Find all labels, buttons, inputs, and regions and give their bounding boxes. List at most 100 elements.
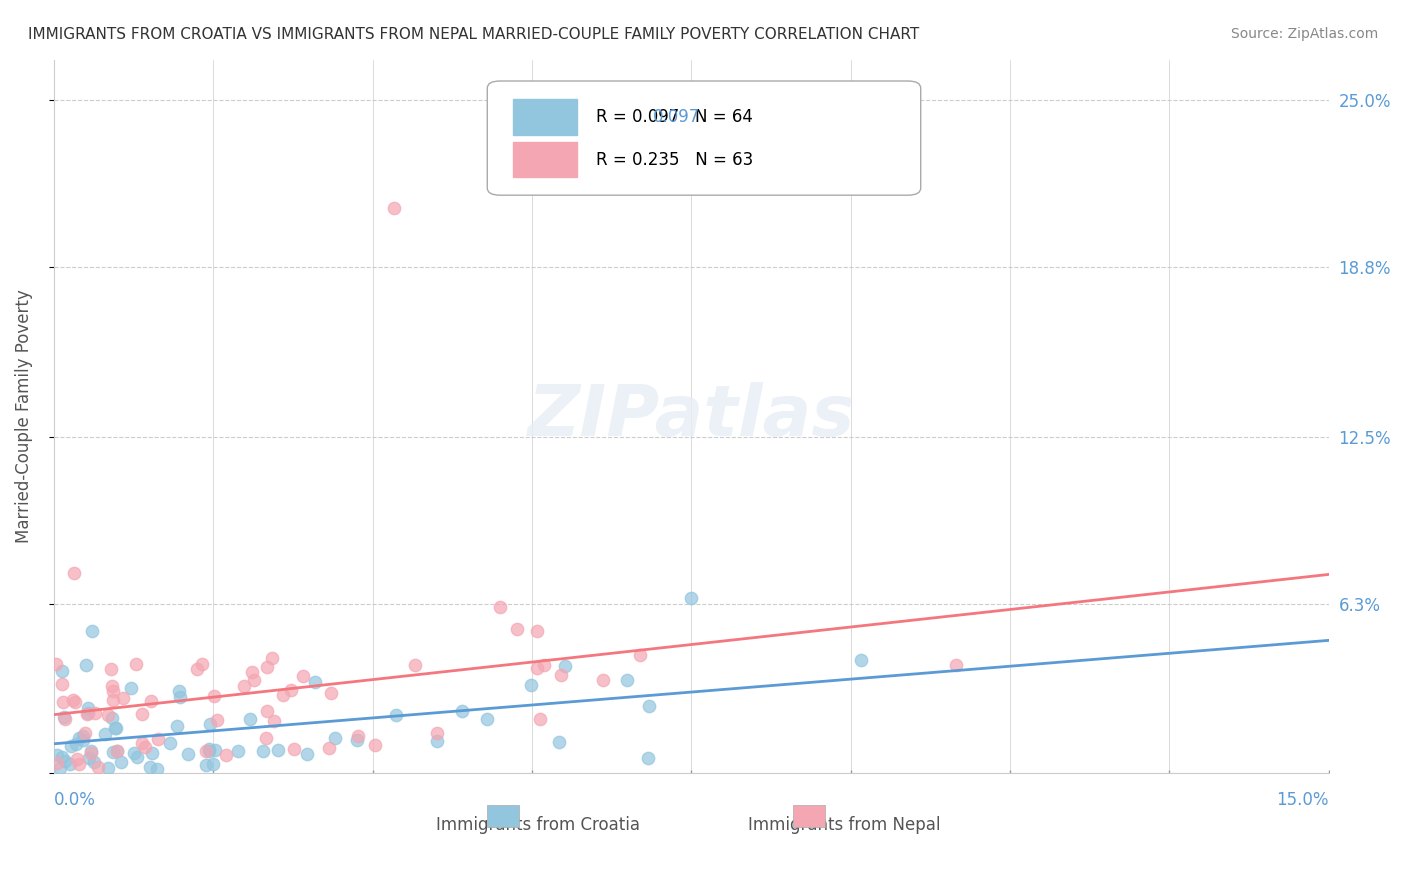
Point <box>104 721 127 735</box>
Point <box>51 677 73 691</box>
Point <box>80 746 103 760</box>
Point <box>364 738 387 752</box>
Point <box>526 624 548 639</box>
Point <box>105 743 128 757</box>
Text: 0.0%: 0.0% <box>53 791 96 809</box>
Point <box>638 698 661 713</box>
Point <box>93 727 115 741</box>
Text: R = 0.235   N = 63: R = 0.235 N = 63 <box>596 151 752 169</box>
Point <box>177 747 200 761</box>
Point <box>426 726 449 740</box>
Point <box>426 734 449 748</box>
Point <box>63 695 86 709</box>
Point <box>202 689 225 703</box>
Text: IMMIGRANTS FROM CROATIA VS IMMIGRANTS FROM NEPAL MARRIED-COUPLE FAMILY POVERTY C: IMMIGRANTS FROM CROATIA VS IMMIGRANTS FR… <box>28 27 920 42</box>
Point <box>319 686 342 700</box>
Point <box>215 747 238 762</box>
Point <box>75 658 97 673</box>
Point <box>125 657 148 671</box>
Point <box>134 739 156 754</box>
Point <box>122 746 145 760</box>
Point <box>49 761 72 775</box>
Y-axis label: Married-Couple Family Poverty: Married-Couple Family Poverty <box>15 290 32 543</box>
Text: ZIPatlas: ZIPatlas <box>527 382 855 450</box>
Point <box>141 746 163 760</box>
Text: R = 0.097   N = 64: R = 0.097 N = 64 <box>596 108 752 126</box>
Point <box>195 744 218 758</box>
Point <box>297 747 319 762</box>
FancyBboxPatch shape <box>488 81 921 195</box>
Point <box>101 711 124 725</box>
Point <box>139 760 162 774</box>
Point <box>347 730 370 744</box>
Bar <box>488 805 519 827</box>
Point <box>77 751 100 765</box>
Point <box>46 756 69 770</box>
Point <box>198 717 221 731</box>
Point <box>292 669 315 683</box>
Point <box>166 719 188 733</box>
Point <box>204 743 226 757</box>
Point <box>195 757 218 772</box>
Point <box>159 736 181 750</box>
Point <box>80 743 103 757</box>
Point <box>242 673 264 687</box>
Point <box>252 744 274 758</box>
Point <box>72 732 94 747</box>
Text: 0.097: 0.097 <box>652 108 700 126</box>
Point <box>80 624 103 639</box>
Point <box>280 682 302 697</box>
Point <box>197 744 219 758</box>
Point <box>167 684 190 698</box>
Point <box>266 743 288 757</box>
Point <box>72 729 94 743</box>
Point <box>46 748 69 763</box>
Point <box>945 657 967 672</box>
Point <box>256 704 278 718</box>
Point <box>101 692 124 706</box>
Point <box>228 744 250 758</box>
Point <box>304 675 326 690</box>
Point <box>65 737 87 751</box>
Point <box>186 662 208 676</box>
Point <box>67 731 90 745</box>
Point <box>112 690 135 705</box>
Point <box>519 678 541 692</box>
Point <box>283 742 305 756</box>
Point <box>120 681 142 696</box>
Point <box>77 706 100 720</box>
Point <box>131 737 153 751</box>
Point <box>550 668 572 682</box>
Point <box>65 752 87 766</box>
Point <box>382 201 405 215</box>
Point <box>628 648 651 663</box>
Point <box>323 731 346 746</box>
Point <box>77 701 100 715</box>
Point <box>239 712 262 726</box>
Point <box>51 665 73 679</box>
Point <box>488 599 510 614</box>
Point <box>262 650 284 665</box>
Bar <box>513 142 576 178</box>
Point <box>554 658 576 673</box>
Bar <box>793 805 825 827</box>
Point <box>548 734 571 748</box>
Text: Immigrants from Croatia: Immigrants from Croatia <box>436 816 640 834</box>
Point <box>45 657 67 671</box>
Point <box>198 741 221 756</box>
Point <box>104 721 127 735</box>
Point <box>529 712 551 726</box>
Point <box>450 704 472 718</box>
Bar <box>513 99 576 135</box>
Point <box>105 744 128 758</box>
Point <box>110 755 132 769</box>
Point <box>318 740 340 755</box>
Point <box>63 566 86 580</box>
Point <box>101 679 124 693</box>
Point <box>851 653 873 667</box>
Point <box>475 712 498 726</box>
Point <box>146 732 169 747</box>
Point <box>191 657 214 672</box>
Point <box>75 726 97 740</box>
Point <box>100 662 122 676</box>
